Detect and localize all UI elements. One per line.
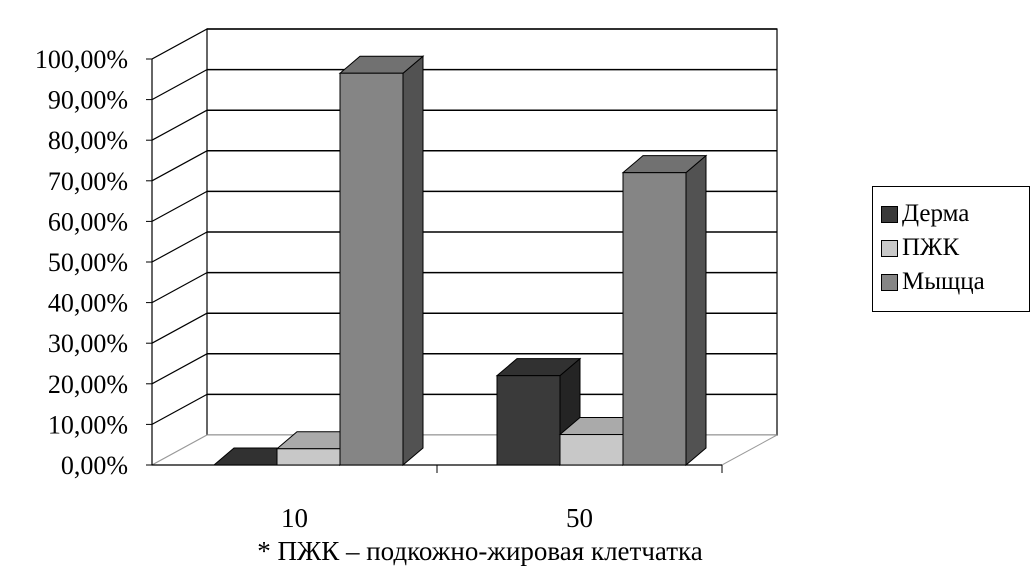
legend-swatch-derma (881, 205, 898, 223)
legend-label-pzhk: ПЖК (902, 234, 960, 261)
chart-legend: Дерма ПЖК Мыщца (872, 186, 1030, 312)
y-tick-label: 40,00% (48, 289, 128, 318)
y-tick-label: 100,00% (35, 45, 128, 74)
legend-swatch-pzhk (881, 239, 898, 257)
gridline-side (151, 272, 208, 304)
legend-item-muscle: Мыщца (873, 265, 1029, 299)
gridline-side (151, 69, 208, 101)
y-tick-label: 90,00% (48, 86, 128, 115)
gridline-side (151, 353, 208, 385)
legend-label-derma: Дерма (902, 200, 970, 227)
gridline-side (151, 190, 208, 222)
x-tick-label: 50 (566, 503, 593, 533)
bar (339, 72, 404, 466)
y-tick-label: 80,00% (48, 126, 128, 155)
bar-side (685, 154, 707, 467)
y-tick-label: 70,00% (48, 167, 128, 196)
gridline-side (151, 231, 208, 263)
x-tick-label: 10 (281, 503, 308, 533)
legend-item-pzhk: ПЖК (873, 231, 1029, 265)
y-tick-label: 30,00% (48, 329, 128, 358)
bar (559, 434, 624, 466)
bar-side (402, 55, 424, 467)
legend-swatch-muscle (881, 273, 898, 291)
bar (496, 375, 561, 466)
y-tick-label: 20,00% (48, 370, 128, 399)
legend-item-derma: Дерма (873, 197, 1029, 231)
legend-label-muscle: Мыщца (902, 268, 985, 295)
bar (622, 172, 687, 466)
gridline-side (151, 312, 208, 344)
y-tick-label: 50,00% (48, 248, 128, 277)
gridline-side (151, 393, 208, 425)
bar (276, 448, 341, 466)
gridline-side (151, 150, 208, 182)
gridline-side (151, 109, 208, 141)
gridline-side (151, 28, 208, 60)
y-tick-label: 10,00% (48, 410, 128, 439)
y-tick-label: 60,00% (48, 207, 128, 236)
y-tick-label: 0,00% (61, 451, 128, 480)
chart-footnote: * ПЖК – подкожно-жировая клетчатка (257, 536, 703, 566)
